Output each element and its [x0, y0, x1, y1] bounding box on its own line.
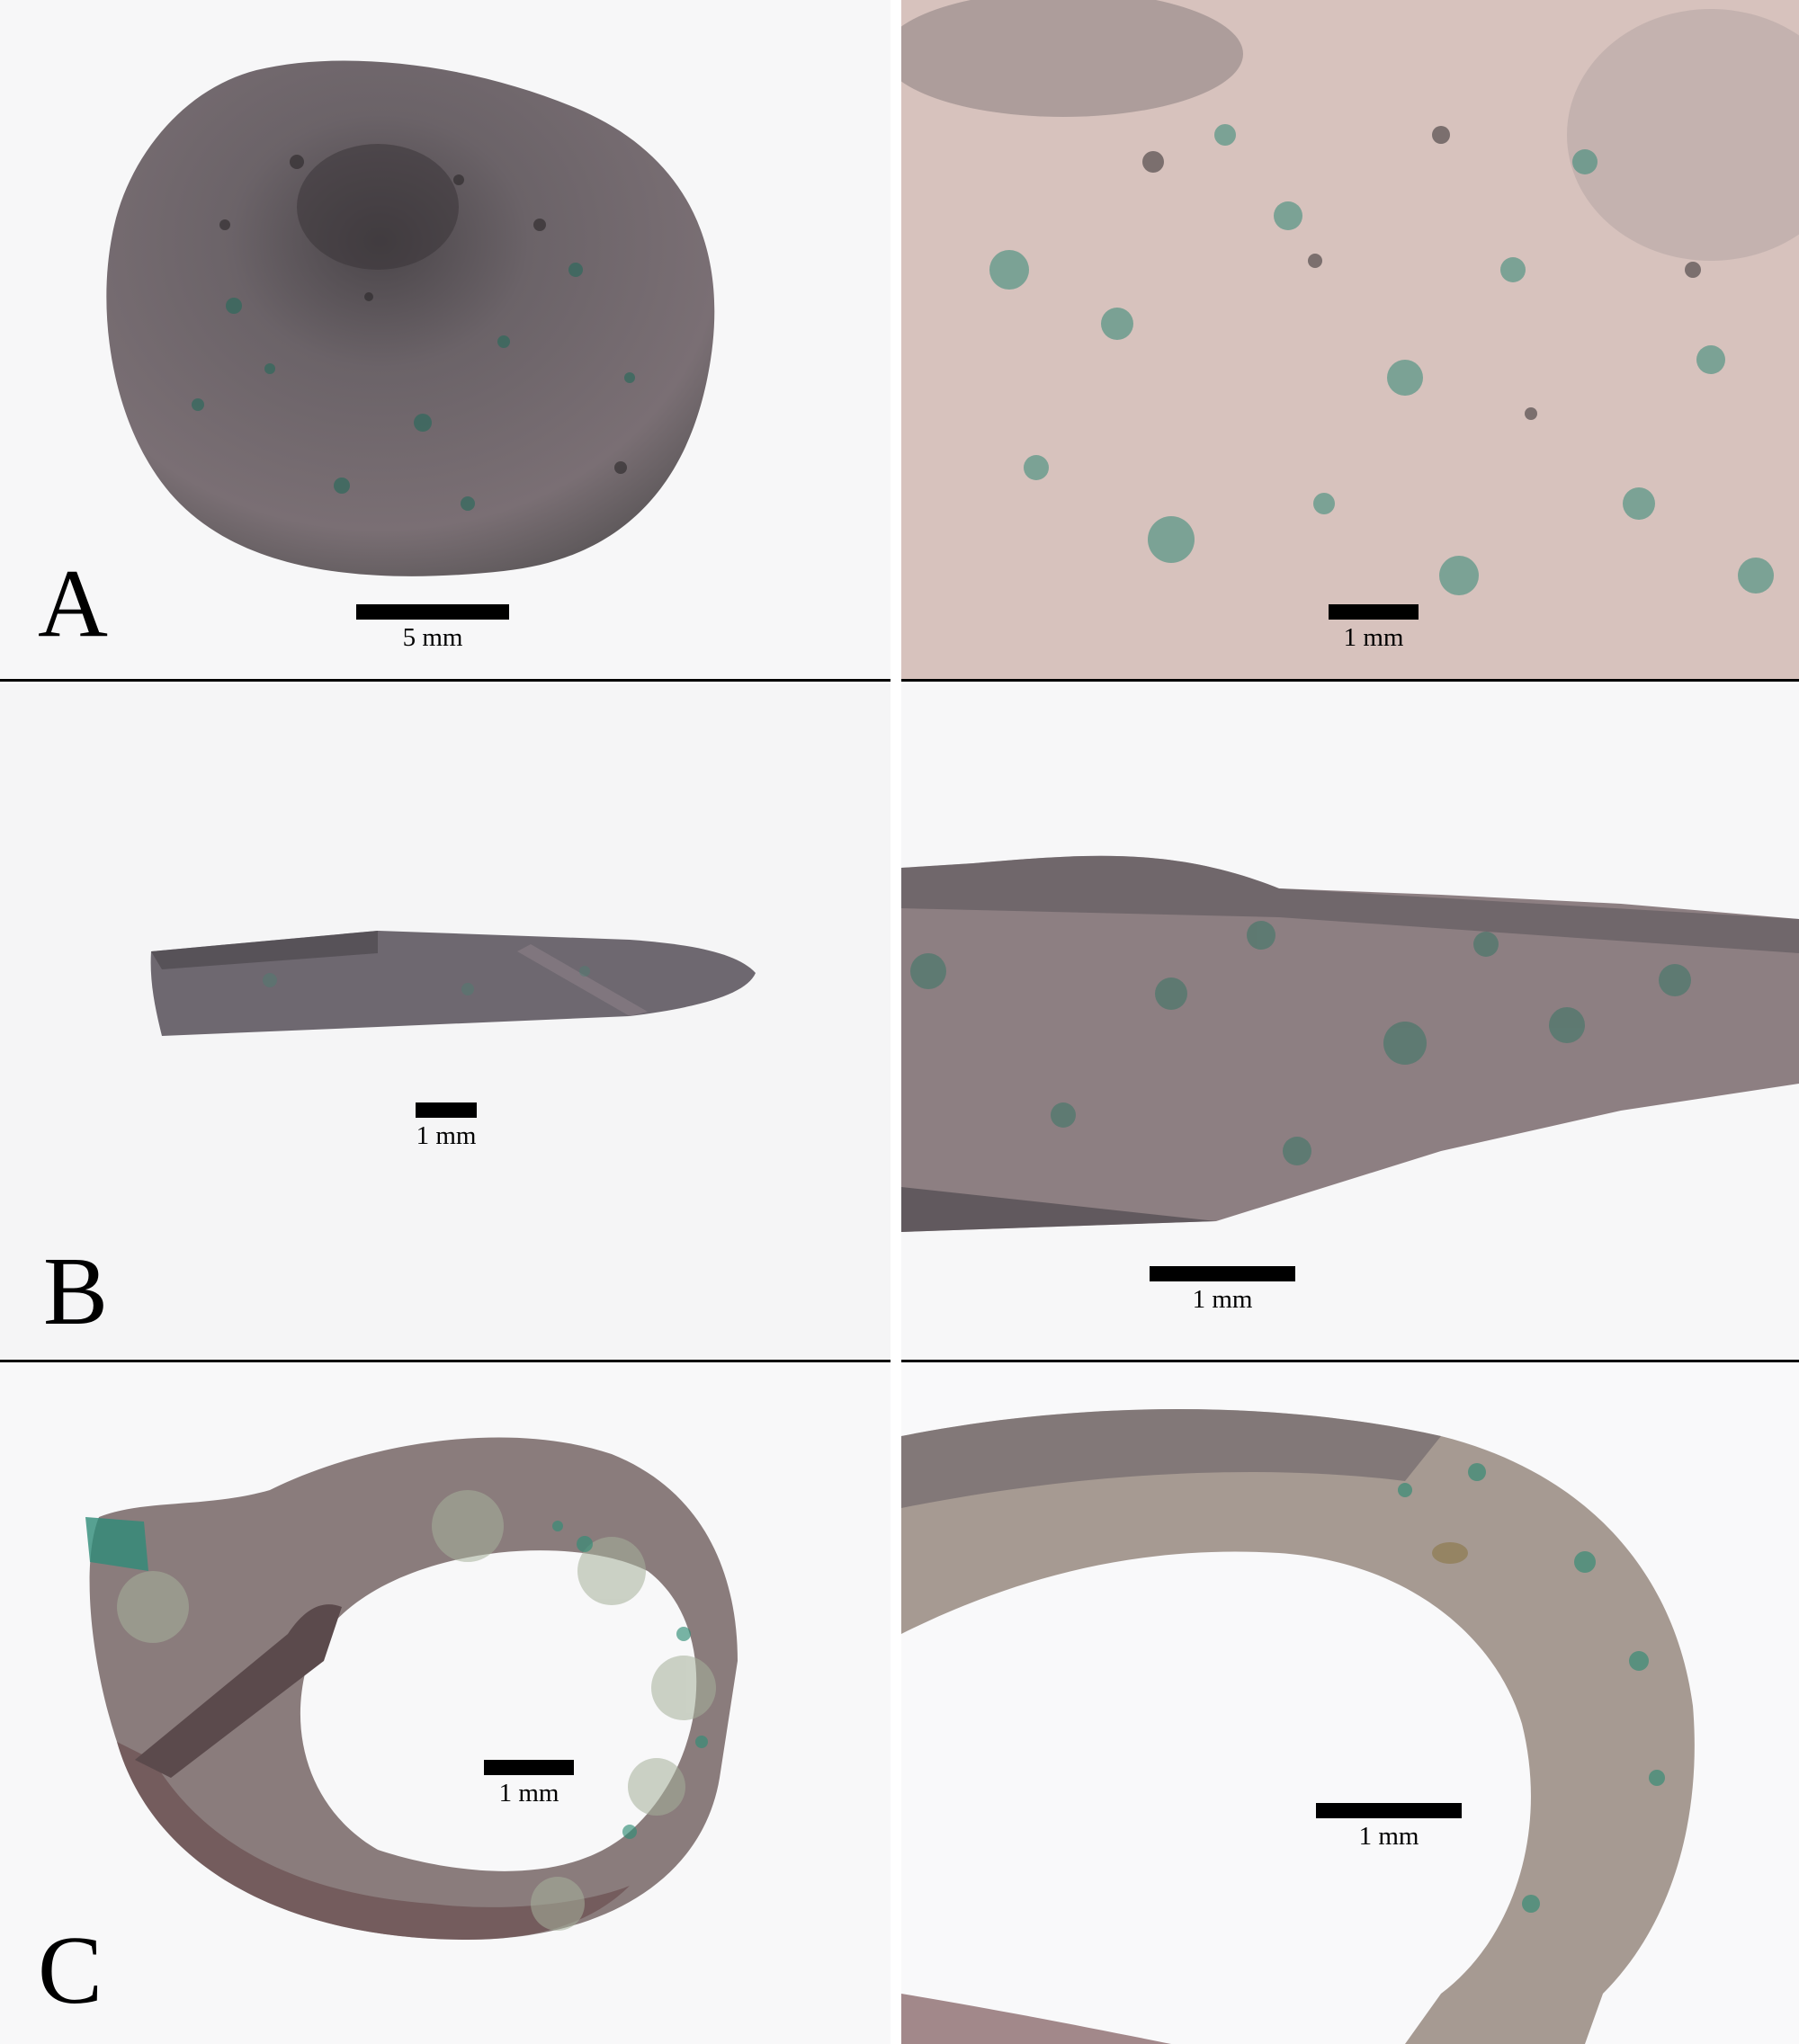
scale-bar-label: 1 mm [1358, 1822, 1419, 1851]
panel-b-detail [901, 683, 1799, 1360]
artifact-c-ring-photo [85, 1437, 738, 1940]
scale-bar-label: 5 mm [402, 623, 463, 652]
scale-bar-line [1329, 604, 1419, 620]
panel-c-overview [0, 1364, 891, 2044]
panel-a-detail [901, 0, 1799, 679]
panel-letter-c: C [38, 1917, 103, 2024]
scale-bar-label: 1 mm [1192, 1285, 1253, 1314]
artifact-a-disc-photo [106, 60, 715, 576]
artifact-b-edge-closeup [901, 855, 1799, 1232]
scale-bar-a-detail: 1 mm [1328, 604, 1419, 651]
artifact-a-surface-closeup [901, 0, 1799, 679]
panel-a-overview [0, 0, 891, 679]
scale-bar-line [1150, 1266, 1295, 1281]
scale-bar-line [484, 1760, 574, 1775]
scale-bar-label: 1 mm [498, 1779, 559, 1807]
scale-bar-b-overview: 1 mm [415, 1102, 478, 1149]
column-gap [891, 0, 901, 2044]
scale-bar-label: 1 mm [1343, 623, 1404, 652]
scale-bar-b-detail: 1 mm [1149, 1266, 1296, 1313]
panel-c-detail [901, 1364, 1799, 2044]
scale-bar-label: 1 mm [416, 1121, 477, 1150]
scale-bar-c-overview: 1 mm [483, 1760, 575, 1807]
panel-b-overview [0, 683, 891, 1360]
scale-bar-line [416, 1102, 477, 1118]
scale-bar-a-overview: 5 mm [355, 604, 510, 651]
scale-bar-line [356, 604, 509, 620]
artifact-b-point-photo [150, 931, 756, 1036]
panel-letter-b: B [43, 1238, 109, 1345]
scale-bar-line [1316, 1803, 1462, 1818]
scale-bar-c-detail: 1 mm [1315, 1803, 1463, 1850]
artifact-c-ring-closeup [901, 1409, 1695, 2044]
panel-letter-a: A [38, 550, 108, 657]
